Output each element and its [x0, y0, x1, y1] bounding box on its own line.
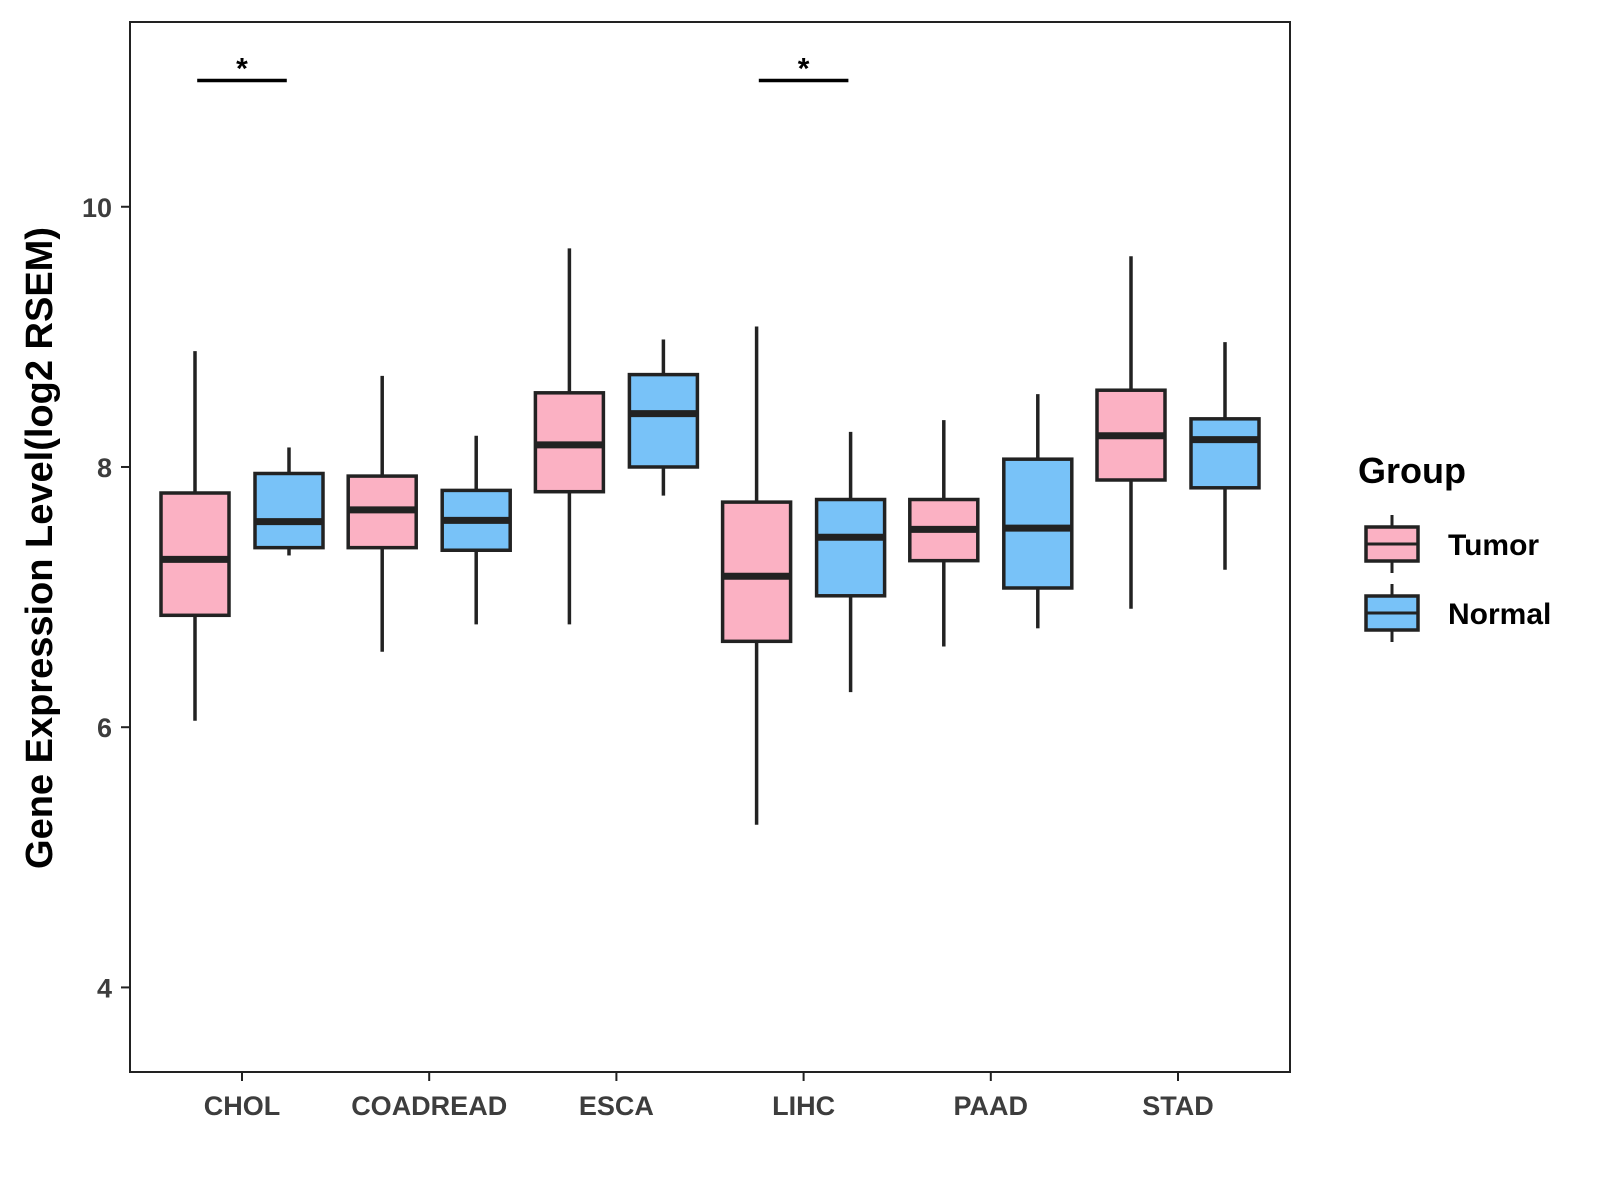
significance-label: *	[798, 53, 810, 86]
x-tick-label: STAD	[1142, 1091, 1214, 1121]
box-normal-coadread	[440, 435, 512, 625]
box-body	[1189, 417, 1261, 490]
box-normal-stad	[1189, 342, 1261, 570]
box-body	[253, 471, 325, 550]
box-tumor-paad	[908, 420, 980, 647]
y-tick-label: 6	[97, 713, 112, 743]
box-body	[720, 500, 793, 644]
box-body	[1002, 457, 1074, 590]
legend-label-normal: Normal	[1448, 598, 1551, 631]
x-tick-label: ESCA	[579, 1091, 654, 1121]
x-tick-label: PAAD	[954, 1091, 1029, 1121]
legend: Group Tumor Normal	[1358, 450, 1551, 642]
y-tick-label: 4	[97, 973, 112, 1003]
box-tumor-chol	[159, 351, 231, 721]
legend-title: Group	[1358, 450, 1466, 491]
legend-key-tumor	[1364, 515, 1420, 573]
significance-label: *	[236, 53, 248, 86]
box-normal-chol	[253, 447, 325, 556]
legend-label-tumor: Tumor	[1448, 529, 1539, 562]
box-body	[627, 372, 700, 469]
plot-marks: * *	[159, 53, 1261, 825]
legend-key-normal	[1364, 584, 1420, 642]
box-tumor-coadread	[346, 375, 418, 652]
box-normal-esca	[627, 339, 700, 496]
box-body	[159, 491, 231, 618]
y-axis-title: Gene Expression Level(log2 RSEM)	[19, 227, 61, 869]
box-tumor-stad	[1095, 256, 1167, 609]
x-axis: CHOL COADREAD ESCA LIHC PAAD STAD	[204, 1072, 1214, 1121]
x-tick-label: COADREAD	[351, 1091, 507, 1121]
x-tick-label: CHOL	[204, 1091, 281, 1121]
box-normal-paad	[1002, 394, 1074, 629]
y-tick-label: 8	[97, 453, 112, 483]
y-tick-label: 10	[82, 193, 112, 223]
x-tick-label: LIHC	[772, 1091, 835, 1121]
box-body	[814, 497, 887, 598]
box-tumor-esca	[533, 248, 606, 625]
box-normal-lihc	[814, 431, 887, 693]
box-tumor-lihc	[720, 326, 793, 825]
plot-panel-border	[129, 21, 1291, 1073]
y-axis: 4 6 8 10	[82, 193, 130, 1003]
